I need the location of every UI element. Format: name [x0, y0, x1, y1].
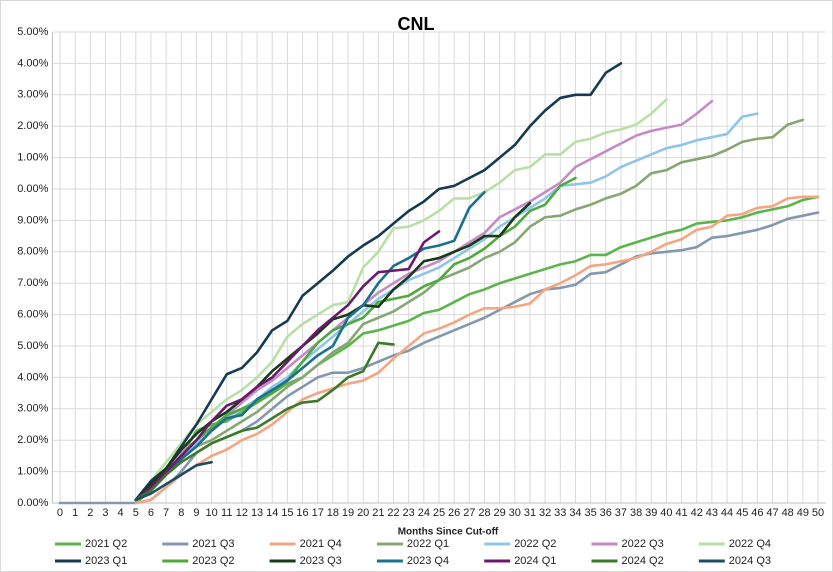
x-tick-label: 21 — [372, 507, 384, 519]
x-tick-label: 25 — [433, 507, 445, 519]
x-tick-label: 13 — [251, 507, 263, 519]
x-tick-label: 40 — [660, 507, 672, 519]
x-tick-label: 11 — [221, 507, 232, 519]
x-tick-label: 45 — [736, 507, 748, 519]
y-tick-label: 8.00% — [17, 246, 48, 258]
legend-label: 2022 Q2 — [514, 538, 556, 550]
x-tick-label: 50 — [812, 507, 824, 519]
legend-label: 2021 Q3 — [192, 538, 234, 550]
y-tick-label: 0.00% — [17, 497, 48, 509]
x-tick-label: 19 — [342, 507, 354, 519]
x-tick-label: 41 — [675, 507, 687, 519]
series-line — [134, 62, 623, 502]
legend-label: 2022 Q3 — [622, 538, 664, 550]
x-tick-label: 35 — [584, 507, 596, 519]
y-tick-label: 3.00% — [17, 89, 48, 101]
x-tick-label: 14 — [266, 507, 278, 519]
x-tick-label: 12 — [236, 507, 248, 519]
legend-label: 2021 Q2 — [85, 538, 127, 550]
legend-label: 2021 Q4 — [300, 538, 342, 550]
legend-label: 2023 Q4 — [407, 555, 449, 567]
legend-label: 2024 Q2 — [622, 555, 664, 567]
legend-label: 2023 Q3 — [300, 555, 342, 567]
y-tick-label: 5.00% — [17, 26, 48, 38]
series-line — [134, 341, 395, 502]
series-line — [134, 195, 820, 505]
series-line — [134, 460, 213, 502]
x-tick-label: 44 — [721, 507, 733, 519]
x-tick-label: 46 — [751, 507, 763, 519]
x-tick-label: 37 — [615, 507, 627, 519]
x-tick-label: 23 — [403, 507, 415, 519]
y-tick-label: 7.00% — [17, 277, 48, 289]
x-tick-label: 7 — [163, 507, 169, 519]
y-tick-label: 9.00% — [17, 214, 48, 226]
x-tick-label: 33 — [554, 507, 566, 519]
series-line — [134, 230, 441, 502]
y-tick-label: 3.00% — [17, 403, 48, 415]
x-axis-title: Months Since Cut-off — [398, 527, 499, 538]
x-tick-label: 16 — [296, 507, 308, 519]
x-tick-label: 30 — [509, 507, 521, 519]
y-tick-label: 6.00% — [17, 309, 48, 321]
legend-label: 2023 Q2 — [192, 555, 234, 567]
series-line — [134, 118, 805, 502]
x-tick-label: 6 — [148, 507, 154, 519]
series-line — [134, 190, 486, 502]
series-line — [134, 99, 714, 502]
x-tick-label: 4 — [118, 507, 124, 519]
x-tick-label: 17 — [312, 507, 324, 519]
legend-label: 2024 Q1 — [514, 555, 556, 567]
x-tick-label: 10 — [205, 507, 217, 519]
y-tick-label: 5.00% — [17, 340, 48, 352]
x-tick-label: 28 — [478, 507, 490, 519]
legend-label: 2024 Q3 — [729, 555, 771, 567]
x-tick-label: 0 — [57, 507, 63, 519]
x-tick-label: 49 — [797, 507, 809, 519]
x-tick-label: 22 — [387, 507, 399, 519]
series-line — [134, 98, 668, 502]
x-tick-label: 38 — [630, 507, 642, 519]
x-tick-label: 9 — [193, 507, 199, 519]
x-tick-label: 24 — [418, 507, 430, 519]
y-tick-label: 1.00% — [17, 466, 48, 478]
x-tick-label: 5 — [133, 507, 139, 519]
x-tick-label: 1 — [72, 507, 78, 519]
x-tick-label: 27 — [463, 507, 475, 519]
x-tick-label: 3 — [102, 507, 108, 519]
y-tick-label: 0.00% — [17, 183, 48, 195]
x-tick-label: 8 — [178, 507, 184, 519]
x-tick-label: 47 — [766, 507, 778, 519]
x-tick-label: 48 — [782, 507, 794, 519]
y-tick-label: 2.00% — [17, 120, 48, 132]
x-tick-label: 36 — [600, 507, 612, 519]
x-tick-label: 18 — [327, 507, 339, 519]
legend-label: 2022 Q4 — [729, 538, 771, 550]
x-tick-label: 32 — [539, 507, 551, 519]
x-tick-label: 34 — [569, 507, 581, 519]
y-tick-label: 4.00% — [17, 371, 48, 383]
x-tick-label: 43 — [706, 507, 718, 519]
x-tick-label: 15 — [281, 507, 293, 519]
x-tick-label: 42 — [691, 507, 703, 519]
y-tick-label: 2.00% — [17, 434, 48, 446]
x-tick-label: 31 — [524, 507, 536, 519]
x-tick-label: 39 — [645, 507, 657, 519]
legend-label: 2023 Q1 — [85, 555, 127, 567]
legend-label: 2022 Q1 — [407, 538, 449, 550]
x-tick-label: 29 — [494, 507, 506, 519]
x-tick-label: 2 — [87, 507, 93, 519]
y-tick-label: 4.00% — [17, 57, 48, 69]
x-tick-label: 26 — [448, 507, 460, 519]
y-tick-label: 1.00% — [17, 152, 48, 164]
x-tick-label: 20 — [357, 507, 369, 519]
series-line — [58, 211, 820, 505]
chart-title: CNL — [398, 14, 435, 34]
